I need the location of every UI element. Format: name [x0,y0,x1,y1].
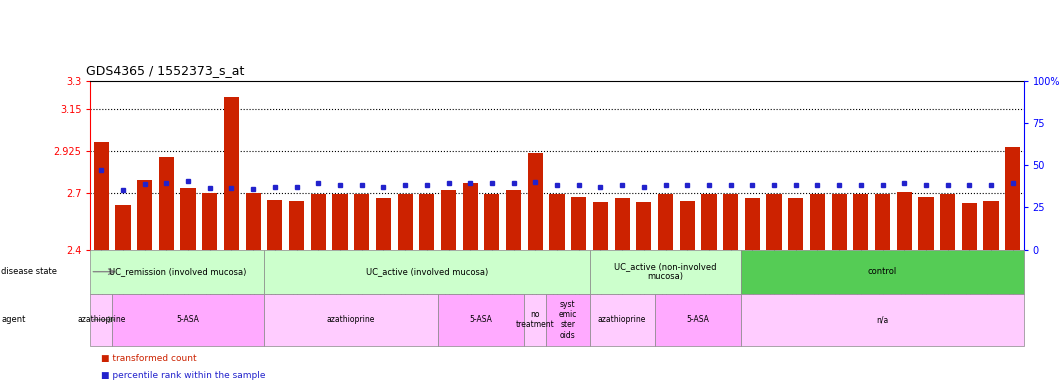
Bar [525,294,546,346]
Text: UC_active (non-involved
mucosa): UC_active (non-involved mucosa) [614,262,717,281]
Bar [832,194,847,250]
Bar [853,194,868,250]
Bar [528,153,543,250]
Bar [264,294,437,346]
Bar [311,194,326,250]
Bar [724,194,738,250]
Bar [546,294,589,346]
Bar [267,200,282,250]
Text: azathioprine: azathioprine [327,315,375,324]
Bar [94,142,109,250]
Text: 5-ASA: 5-ASA [469,315,493,324]
Bar [701,194,716,250]
Bar [246,193,261,250]
Bar [90,294,112,346]
Text: agent: agent [1,315,26,324]
Text: no
treatment: no treatment [516,310,554,329]
Text: n/a: n/a [877,315,888,324]
Bar [463,183,478,250]
Bar [398,194,413,250]
Bar [159,157,174,250]
Text: control: control [868,267,897,276]
Text: syst
emic
ster
oids: syst emic ster oids [559,300,577,340]
Bar [766,194,782,250]
Bar [810,194,825,250]
Bar [571,197,586,250]
Bar [897,192,912,250]
Bar [589,294,654,346]
Text: azathioprine: azathioprine [77,315,126,324]
Text: ■ percentile rank within the sample: ■ percentile rank within the sample [101,371,266,380]
Bar [115,205,131,250]
Bar [742,294,1024,346]
Bar [742,250,1024,294]
Text: disease state: disease state [1,267,57,276]
Bar [223,97,239,250]
Bar [940,194,955,250]
Bar [788,198,803,250]
Bar [440,190,456,250]
Bar [419,194,434,250]
Bar [289,201,304,250]
Text: UC_remission (involved mucosa): UC_remission (involved mucosa) [109,267,246,276]
Bar [962,203,977,250]
Bar [264,250,589,294]
Text: 5-ASA: 5-ASA [177,315,200,324]
Bar [875,194,891,250]
Bar [549,194,565,250]
Bar [181,188,196,250]
Bar [437,294,525,346]
Text: 5-ASA: 5-ASA [686,315,710,324]
Bar [90,250,264,294]
Bar [506,190,521,250]
Bar [354,194,369,250]
Bar [745,198,760,250]
Bar [1005,147,1020,250]
Bar [589,250,742,294]
Bar [658,194,674,250]
Bar [202,193,217,250]
Bar [376,198,390,250]
Text: UC_active (involved mucosa): UC_active (involved mucosa) [366,267,488,276]
Text: GDS4365 / 1552373_s_at: GDS4365 / 1552373_s_at [86,64,244,77]
Bar [137,180,152,250]
Bar [680,201,695,250]
Bar [332,194,348,250]
Bar [593,202,608,250]
Bar [112,294,264,346]
Text: azathioprine: azathioprine [598,315,646,324]
Bar [636,202,651,250]
Bar [918,197,933,250]
Bar [484,194,499,250]
Bar [615,198,630,250]
Bar [983,201,999,250]
Text: ■ transformed count: ■ transformed count [101,354,197,363]
Bar [654,294,742,346]
